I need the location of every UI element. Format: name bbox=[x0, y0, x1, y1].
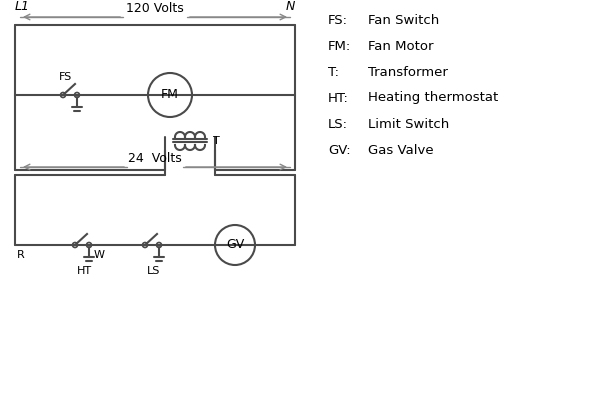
Text: FM: FM bbox=[161, 88, 179, 102]
Text: Transformer: Transformer bbox=[368, 66, 448, 78]
Text: FM:: FM: bbox=[328, 40, 351, 52]
Text: Fan Switch: Fan Switch bbox=[368, 14, 439, 26]
Text: L1: L1 bbox=[15, 0, 30, 13]
Text: T: T bbox=[213, 136, 219, 146]
Text: FS:: FS: bbox=[328, 14, 348, 26]
Text: HT: HT bbox=[77, 266, 91, 276]
Text: N: N bbox=[286, 0, 295, 13]
Text: GV: GV bbox=[226, 238, 244, 252]
Text: T:: T: bbox=[328, 66, 339, 78]
Text: R: R bbox=[17, 250, 25, 260]
Text: 120 Volts: 120 Volts bbox=[126, 2, 184, 16]
Text: Fan Motor: Fan Motor bbox=[368, 40, 434, 52]
Text: LS:: LS: bbox=[328, 118, 348, 130]
Text: Heating thermostat: Heating thermostat bbox=[368, 92, 498, 104]
Text: HT:: HT: bbox=[328, 92, 349, 104]
Text: Limit Switch: Limit Switch bbox=[368, 118, 449, 130]
Text: FS: FS bbox=[58, 72, 71, 82]
Text: W: W bbox=[94, 250, 105, 260]
Text: LS: LS bbox=[148, 266, 160, 276]
Text: Gas Valve: Gas Valve bbox=[368, 144, 434, 156]
Text: 24  Volts: 24 Volts bbox=[128, 152, 182, 166]
Text: GV:: GV: bbox=[328, 144, 350, 156]
